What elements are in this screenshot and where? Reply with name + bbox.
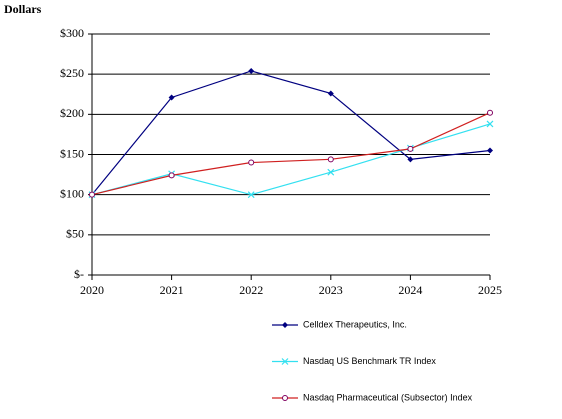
series-line xyxy=(91,70,491,196)
legend-marker xyxy=(282,322,288,328)
x-tick-label: 2020 xyxy=(80,283,104,297)
point-marker xyxy=(247,191,255,199)
series-line xyxy=(91,123,491,196)
x-tick-label: 2024 xyxy=(398,283,422,297)
point-marker xyxy=(486,120,494,128)
x-tick-label: 2023 xyxy=(319,283,343,297)
y-tick-label: $150 xyxy=(60,146,84,160)
legend-marker xyxy=(281,358,289,365)
y-axis-label: Dollars xyxy=(4,2,42,16)
y-tick-label: $250 xyxy=(60,66,84,80)
legend-marker xyxy=(282,395,288,401)
legend-label: Celldex Therapeutics, Inc. xyxy=(303,319,407,329)
y-tick-label: $- xyxy=(74,267,84,281)
series-line xyxy=(91,112,491,196)
legend-label: Nasdaq Pharmaceutical (Subsector) Index xyxy=(303,392,473,402)
y-tick-label: $200 xyxy=(60,106,84,120)
point-marker xyxy=(327,168,335,176)
point-marker xyxy=(89,191,95,198)
point-marker xyxy=(327,156,334,163)
point-marker xyxy=(168,94,175,101)
x-tick-label: 2021 xyxy=(160,283,184,297)
point-marker xyxy=(248,159,255,166)
point-marker xyxy=(248,67,255,74)
y-tick-label: $100 xyxy=(60,186,84,200)
x-tick-label: 2022 xyxy=(239,283,263,297)
point-marker xyxy=(487,147,493,154)
point-marker xyxy=(487,109,493,116)
point-marker xyxy=(407,145,414,152)
point-marker xyxy=(168,172,175,179)
y-tick-label: $300 xyxy=(60,26,84,40)
point-marker xyxy=(407,156,414,163)
legend-label: Nasdaq US Benchmark TR Index xyxy=(303,356,436,366)
x-tick-label: 2025 xyxy=(478,283,502,297)
point-marker xyxy=(327,90,334,97)
y-tick-label: $50 xyxy=(66,227,84,241)
